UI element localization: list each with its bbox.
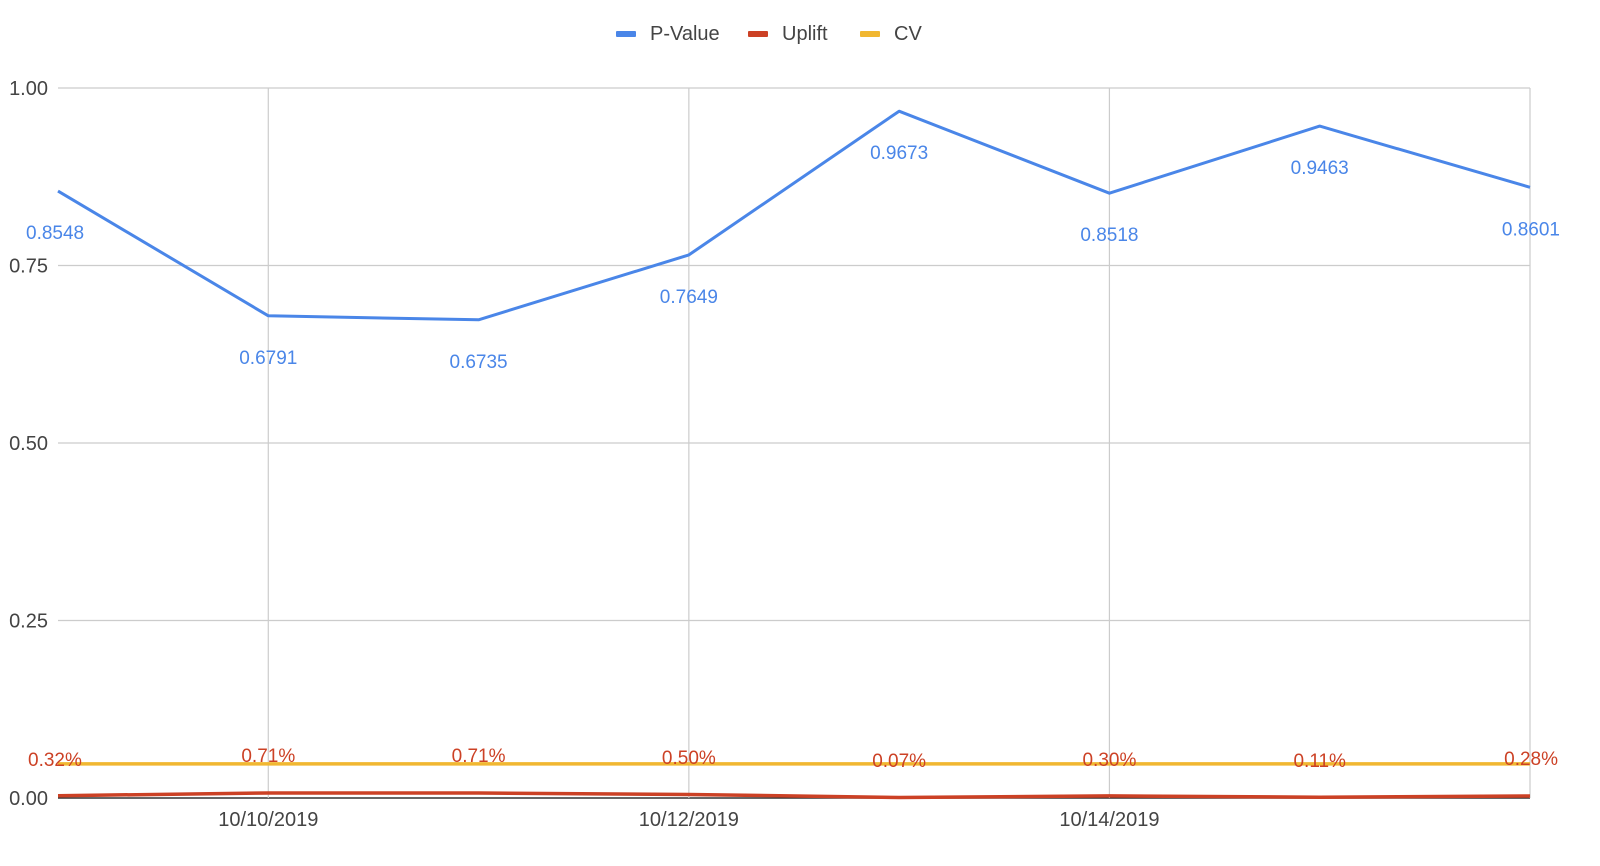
x-tick-label: 10/12/2019 [639, 809, 739, 831]
data-label-uplift: 0.28% [1504, 749, 1558, 770]
legend-item-uplift[interactable]: Uplift [748, 23, 828, 45]
data-label-uplift: 0.71% [241, 746, 295, 767]
data-label-uplift: 0.07% [872, 751, 926, 772]
data-label-uplift: 0.11% [1293, 751, 1346, 772]
data-label-uplift: 0.71% [452, 746, 506, 767]
data-label-p-value: 0.6791 [239, 348, 297, 369]
legend-item-cv[interactable]: CV [860, 23, 922, 45]
data-labels: 0.8548 0.6791 0.6735 0.7649 0.9673 0.8518 0.94… [26, 143, 1560, 772]
legend-label: CV [894, 23, 922, 45]
series-line-p-value [57, 109, 1531, 322]
data-label-p-value: 0.6735 [450, 352, 508, 373]
y-tick-label: 1.00 [9, 78, 48, 100]
data-label-p-value: 0.8601 [1502, 219, 1560, 240]
legend-label: P-Value [650, 23, 720, 45]
legend: P-Value Uplift CV [616, 23, 922, 45]
data-label-p-value: 0.9673 [870, 143, 928, 164]
data-label-uplift: 0.50% [662, 748, 716, 769]
series-line-uplift [57, 791, 1531, 800]
axes: 0.00 0.25 0.50 0.75 1.00 10/10/2019 10/12/2019… [9, 78, 1159, 831]
legend-swatch [748, 31, 768, 37]
data-label-uplift: 0.32% [28, 750, 82, 771]
data-label-p-value: 0.7649 [660, 287, 718, 308]
y-tick-label: 0.75 [9, 256, 48, 278]
y-tick-label: 0.50 [9, 433, 48, 455]
legend-label: Uplift [782, 23, 828, 45]
data-label-p-value: 0.9463 [1291, 158, 1349, 179]
data-label-uplift: 0.30% [1082, 750, 1136, 771]
legend-item-p-value[interactable]: P-Value [616, 23, 720, 45]
x-tick-label: 10/14/2019 [1059, 809, 1159, 831]
legend-swatch [616, 31, 636, 37]
legend-swatch [860, 31, 880, 37]
y-tick-label: 0.25 [9, 611, 48, 633]
data-label-p-value: 0.8518 [1080, 225, 1138, 246]
grid [58, 87, 1531, 799]
y-tick-label: 0.00 [9, 788, 48, 810]
series-lines [57, 109, 1531, 800]
data-label-p-value: 0.8548 [26, 223, 84, 244]
x-tick-label: 10/10/2019 [218, 809, 318, 831]
